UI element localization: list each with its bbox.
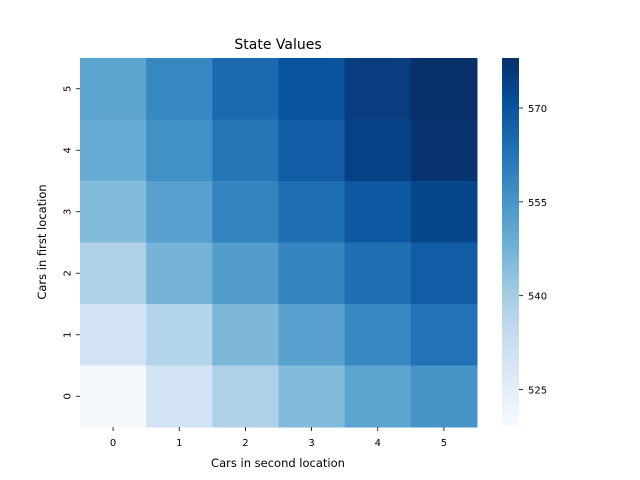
heatmap-cell	[212, 181, 279, 243]
chart-title: State Values	[234, 37, 321, 53]
colorbar-ticks: 525 540 555 570	[519, 104, 547, 396]
heatmap-cell	[344, 242, 412, 305]
x-tick-label: 5	[441, 438, 447, 449]
heatmap-cell	[344, 119, 412, 182]
x-axis-label: Cars in second location	[211, 456, 345, 470]
x-tick-label: 4	[375, 438, 381, 449]
colorbar-tick-label: 540	[528, 292, 547, 303]
heatmap-cell	[344, 181, 412, 243]
x-axis-ticks: 0 1 2 3 4 5	[110, 427, 447, 449]
heatmap-cell	[80, 58, 147, 120]
heatmap-cell	[410, 365, 478, 428]
y-tick-label: 2	[63, 270, 74, 276]
x-tick-label: 0	[110, 438, 116, 449]
heatmap-cell	[278, 181, 346, 243]
heatmap-cell	[278, 304, 346, 366]
heatmap-cell	[212, 58, 279, 120]
heatmap-cell	[80, 242, 147, 305]
heatmap-cell	[80, 365, 147, 428]
heatmap-cell	[212, 119, 279, 182]
heatmap-cell	[410, 304, 478, 366]
heatmap-cells	[80, 58, 478, 428]
colorbar	[502, 58, 519, 427]
heatmap-cell	[146, 242, 213, 305]
heatmap-cell	[212, 242, 279, 305]
y-tick-label: 1	[63, 332, 74, 338]
heatmap-cell	[146, 119, 213, 182]
heatmap-cell	[212, 304, 279, 366]
heatmap-cell	[344, 365, 412, 428]
heatmap-cell	[146, 304, 213, 366]
x-tick-label: 3	[308, 438, 314, 449]
heatmap-cell	[146, 181, 213, 243]
heatmap-cell	[410, 119, 478, 182]
x-tick-label: 1	[176, 438, 182, 449]
heatmap-cell	[80, 181, 147, 243]
colorbar-tick-label: 570	[528, 104, 547, 115]
heatmap-cell	[212, 365, 279, 428]
y-tick-label: 5	[63, 86, 74, 92]
heatmap-cell	[278, 365, 346, 428]
heatmap-cell	[344, 58, 412, 120]
heatmap-cell	[146, 58, 213, 120]
heatmap-cell	[278, 242, 346, 305]
colorbar-tick-label: 525	[528, 385, 547, 396]
colorbar-tick-label: 555	[528, 198, 547, 209]
x-tick-label: 2	[242, 438, 248, 449]
heatmap-cell	[278, 58, 346, 120]
heatmap-cell	[410, 181, 478, 243]
y-axis-label: Cars in first location	[35, 184, 49, 299]
heatmap-cell	[410, 58, 478, 120]
y-tick-label: 0	[63, 393, 74, 399]
y-axis-ticks: 5 4 3 2 1 0	[63, 86, 80, 399]
heatmap-cell	[278, 119, 346, 182]
heatmap-cell	[146, 365, 213, 428]
heatmap-cell	[344, 304, 412, 366]
heatmap-cell	[410, 242, 478, 305]
y-tick-label: 3	[63, 209, 74, 215]
heatmap-cell	[80, 119, 147, 182]
heatmap-cell	[80, 304, 147, 366]
y-tick-label: 4	[63, 147, 74, 153]
